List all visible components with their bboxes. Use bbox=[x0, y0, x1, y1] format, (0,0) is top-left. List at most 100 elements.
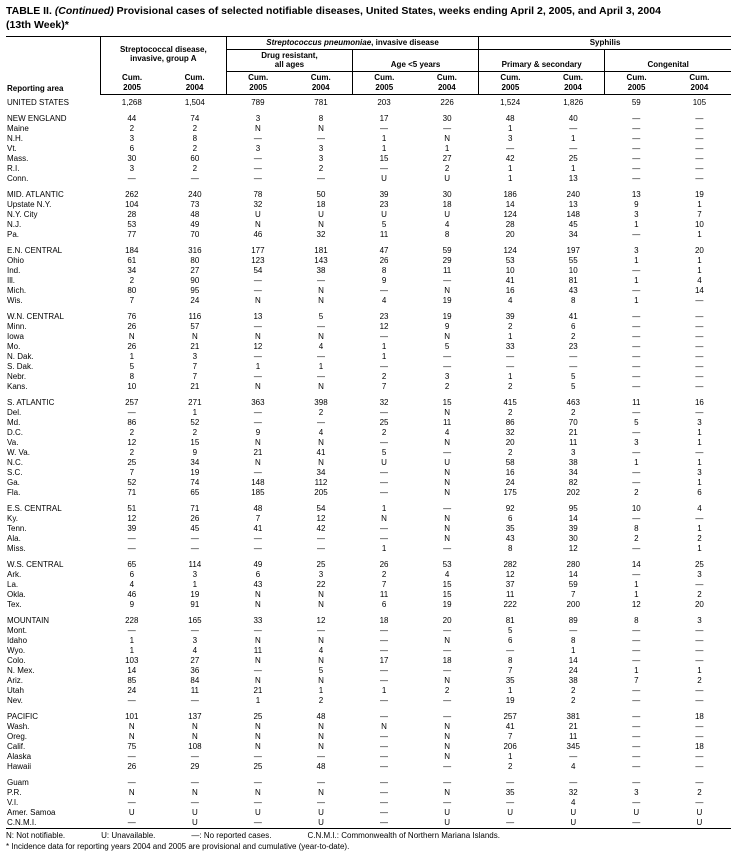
value-cell: 1 bbox=[381, 686, 387, 696]
value-cell: N bbox=[255, 382, 261, 392]
value-cell: 55 bbox=[568, 256, 578, 266]
value-cell: 40 bbox=[568, 114, 578, 124]
value-cell: 7 bbox=[381, 382, 387, 392]
value-cell: 398 bbox=[314, 398, 328, 408]
reporting-area-cell: Kans. bbox=[7, 382, 28, 392]
table-row: Tex. 9 91 N N 6 19 222 200 12 20 bbox=[6, 600, 731, 610]
value-cell: 21 bbox=[190, 342, 200, 352]
reporting-area-cell: Ark. bbox=[7, 570, 22, 580]
value-cell: — bbox=[253, 352, 262, 362]
value-cell: 2 bbox=[507, 322, 513, 332]
value-cell: — bbox=[695, 296, 704, 306]
value-cell: 4 bbox=[192, 646, 198, 656]
value-cell: 1 bbox=[129, 352, 135, 362]
value-cell: 781 bbox=[314, 98, 328, 108]
value-cell: 14 bbox=[631, 560, 641, 570]
value-cell: 202 bbox=[566, 488, 580, 498]
value-cell: 2 bbox=[697, 534, 702, 544]
value-cell: 2 bbox=[318, 164, 324, 174]
value-cell: 7 bbox=[507, 732, 513, 742]
value-cell: 30 bbox=[442, 190, 452, 200]
value-cell: 53 bbox=[442, 560, 452, 570]
table-row: Conn. — — — — U U 1 13 — — bbox=[6, 174, 731, 184]
region-row: MOUNTAIN 228 165 33 12 18 20 81 89 8 3 bbox=[6, 610, 731, 626]
value-cell: 70 bbox=[190, 230, 200, 240]
value-cell: 124 bbox=[503, 246, 517, 256]
value-cell: 15 bbox=[379, 154, 389, 164]
value-cell: — bbox=[380, 762, 389, 772]
value-cell: 75 bbox=[127, 742, 137, 752]
value-cell: 123 bbox=[251, 256, 265, 266]
group-strep-a-header: Streptococcal disease, invasive, group A bbox=[99, 36, 227, 72]
value-cell: 65 bbox=[190, 488, 200, 498]
table-row: N. Mex. 14 36 — 5 — — 7 24 1 1 bbox=[6, 666, 731, 676]
table-row: Ariz. 85 84 N N — N 35 38 7 2 bbox=[6, 676, 731, 686]
value-cell: 177 bbox=[251, 246, 265, 256]
value-cell: U bbox=[633, 808, 640, 818]
reporting-area-cell: Pa. bbox=[7, 230, 20, 240]
value-cell: 18 bbox=[442, 200, 452, 210]
value-cell: 1 bbox=[571, 134, 576, 144]
value-cell: 35 bbox=[505, 788, 515, 798]
value-cell: 3 bbox=[318, 154, 324, 164]
table-row: Ga. 52 74 148 112 — N 24 82 — 1 bbox=[6, 478, 731, 488]
table-row: Ark. 6 3 6 3 2 4 12 14 — 3 bbox=[6, 570, 731, 580]
region-row: MID. ATLANTIC 262 240 78 50 39 30 186 240 13 19 bbox=[6, 184, 731, 200]
reporting-area-label: Reporting area bbox=[7, 84, 64, 94]
value-cell: — bbox=[443, 504, 452, 514]
col-header-cum-2004: Cum. 2004 bbox=[415, 71, 479, 96]
value-cell: — bbox=[632, 408, 641, 418]
table-title: TABLE II. (Continued) Provisional cases … bbox=[6, 5, 731, 32]
value-cell: 103 bbox=[125, 656, 139, 666]
region-row: E.S. CENTRAL 51 71 48 54 1 — 92 95 10 4 bbox=[6, 498, 731, 514]
value-cell: 19 bbox=[442, 312, 452, 322]
value-cell: 1 bbox=[318, 686, 324, 696]
value-cell: 5 bbox=[571, 382, 576, 392]
table-row: Wyo. 1 4 11 4 — — — 1 — — bbox=[6, 646, 731, 656]
value-cell: — bbox=[443, 124, 452, 134]
value-cell: 81 bbox=[505, 616, 515, 626]
reporting-area-cell: Guam bbox=[7, 778, 29, 788]
value-cell: — bbox=[506, 778, 515, 788]
value-cell: — bbox=[380, 712, 389, 722]
reporting-area-cell: Miss. bbox=[7, 544, 26, 554]
value-cell: N bbox=[318, 286, 324, 296]
value-cell: — bbox=[695, 312, 704, 322]
value-cell: 34 bbox=[190, 458, 200, 468]
value-cell: 48 bbox=[505, 114, 515, 124]
value-cell: U bbox=[507, 808, 514, 818]
reporting-area-cell: Idaho bbox=[7, 636, 28, 646]
value-cell: 1 bbox=[507, 332, 513, 342]
reporting-area-cell: E.S. CENTRAL bbox=[7, 504, 62, 514]
value-cell: 12 bbox=[568, 544, 578, 554]
value-cell: 14 bbox=[694, 286, 704, 296]
value-cell: 137 bbox=[188, 712, 202, 722]
value-cell: 80 bbox=[190, 256, 200, 266]
value-cell: — bbox=[190, 696, 199, 706]
value-cell: 57 bbox=[190, 322, 200, 332]
value-cell: — bbox=[127, 174, 136, 184]
value-cell: 42 bbox=[505, 154, 515, 164]
value-cell: 8 bbox=[129, 372, 135, 382]
value-cell: 27 bbox=[190, 656, 200, 666]
value-cell: 27 bbox=[190, 266, 200, 276]
value-cell: — bbox=[632, 636, 641, 646]
value-cell: 19 bbox=[442, 296, 452, 306]
value-cell: 5 bbox=[444, 342, 450, 352]
value-cell: 2 bbox=[444, 686, 450, 696]
value-cell: 1 bbox=[129, 646, 135, 656]
reporting-area-cell: MOUNTAIN bbox=[7, 616, 50, 626]
value-cell: 143 bbox=[314, 256, 328, 266]
value-cell: N bbox=[318, 732, 324, 742]
value-cell: N bbox=[318, 296, 324, 306]
value-cell: 7 bbox=[192, 372, 198, 382]
value-cell: N bbox=[444, 534, 450, 544]
value-cell: — bbox=[632, 468, 641, 478]
value-cell: 1,268 bbox=[121, 98, 142, 108]
reporting-area-cell: Mo. bbox=[7, 342, 21, 352]
value-cell: 10 bbox=[694, 220, 704, 230]
value-cell: — bbox=[569, 352, 578, 362]
value-cell: 26 bbox=[127, 342, 137, 352]
value-cell: 50 bbox=[316, 190, 326, 200]
value-cell: 25 bbox=[379, 418, 389, 428]
